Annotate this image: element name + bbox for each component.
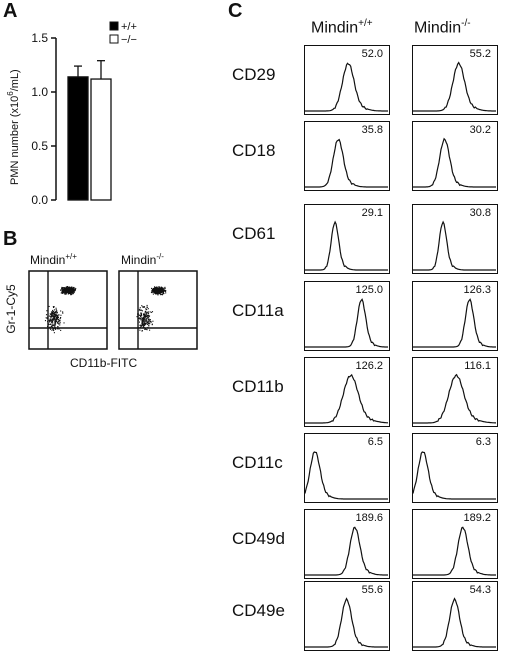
marker-label-cd49d: CD49d	[232, 529, 285, 548]
histogram-curve	[413, 61, 496, 112]
histogram-curve	[305, 62, 388, 112]
mfi-value: 55.2	[469, 48, 491, 60]
histogram-curve	[413, 298, 496, 348]
histogram-curve	[305, 373, 388, 424]
y-axis: 0.0 0.5 1.0 1.5	[31, 31, 57, 207]
marker-label-cd11a: CD11a	[232, 301, 284, 320]
marker-label-cd49e: CD49e	[232, 601, 285, 620]
mfi-value: 30.2	[469, 124, 491, 136]
histogram-cd29-ko: 55.2	[412, 45, 498, 115]
marker-label-cd61: CD61	[232, 224, 276, 243]
mfi-value: 189.6	[355, 512, 383, 524]
histogram-cd49d-wt: 189.6	[304, 509, 390, 579]
histogram-cd18-wt: 35.8	[304, 121, 390, 191]
mfi-value: 30.8	[469, 207, 491, 219]
scatter-frame	[28, 270, 108, 350]
mfi-value: 189.2	[463, 512, 491, 524]
scatter-title-ko: Mindin-/-	[121, 252, 164, 267]
scatter-plot-wt	[28, 270, 108, 350]
marker-label-cd18: CD18	[232, 141, 276, 160]
bar-chart-panel-a: PMN number (x106/mL) 0.0 0.5 1.0 1.5 +/+−/−	[6, 21, 137, 207]
legend-label: −/−	[121, 34, 137, 46]
histogram-curve	[413, 137, 496, 188]
histogram-curve	[413, 597, 496, 648]
mfi-value: 116.1	[464, 360, 491, 372]
histogram-cd49e-ko: 54.3	[412, 581, 498, 651]
mfi-value: 52.0	[361, 48, 383, 60]
legend-label: +/+	[121, 21, 137, 33]
scatter-x-label: CD11b-FITC	[70, 356, 138, 370]
scatter-frame	[118, 270, 198, 350]
panel-b-letter: B	[3, 228, 18, 250]
mfi-value: 35.8	[361, 124, 383, 136]
scatter-y-label: Gr-1-Cy5	[4, 284, 18, 334]
mfi-value: 126.3	[463, 284, 491, 296]
histogram-curve	[305, 526, 388, 576]
histogram-cd11c-ko: 6.3	[412, 433, 498, 503]
mfi-value: 6.3	[475, 436, 491, 448]
marker-label-cd11b: CD11b	[232, 377, 284, 396]
histogram-cd61-wt: 29.1	[304, 204, 390, 274]
y-tick-label: 0.0	[31, 193, 48, 207]
mfi-value: 29.1	[361, 207, 383, 219]
mfi-value: 126.2	[355, 360, 383, 372]
scatter-points	[136, 286, 167, 332]
histogram-cd11a-wt: 125.0	[304, 281, 390, 351]
histogram-curve	[305, 597, 388, 648]
y-tick-label: 1.5	[31, 31, 48, 45]
histogram-cd49d-ko: 189.2	[412, 509, 498, 579]
histogram-curve	[305, 298, 388, 348]
histogram-curve	[305, 138, 388, 188]
marker-label-cd29: CD29	[232, 65, 276, 84]
mfi-value: 55.6	[361, 584, 383, 596]
histogram-curve	[413, 220, 496, 271]
panel-c-letter: C	[228, 0, 243, 22]
y-axis-label: PMN number (x106/mL)	[6, 69, 21, 185]
legend-swatch	[109, 34, 119, 44]
histogram-cd11a-ko: 126.3	[412, 281, 498, 351]
histogram-cd11b-wt: 126.2	[304, 357, 390, 427]
marker-label-cd11c: CD11c	[232, 453, 283, 472]
panel-a-letter: A	[3, 0, 18, 22]
histogram-cd18-ko: 30.2	[412, 121, 498, 191]
legend-swatch	[109, 21, 119, 31]
column-header-wt: Mindin+/+	[311, 18, 373, 37]
y-tick-label: 1.0	[31, 85, 48, 99]
histogram-cd11c-wt: 6.5	[304, 433, 390, 503]
histogram-cd29-wt: 52.0	[304, 45, 390, 115]
histogram-cd49e-wt: 55.6	[304, 581, 390, 651]
column-header-ko: Mindin-/-	[414, 18, 471, 37]
histogram-cd11b-ko: 116.1	[412, 357, 498, 427]
scatter-plot-ko	[118, 270, 198, 350]
histogram-curve	[413, 373, 496, 424]
legend: +/+−/−	[109, 21, 137, 46]
bar-ko	[90, 78, 112, 201]
bars	[67, 60, 112, 201]
bar-wt	[67, 76, 89, 201]
histogram-curve	[413, 451, 496, 500]
scatter-title-wt: Mindin+/+	[30, 252, 77, 267]
y-tick-label: 0.5	[31, 139, 48, 153]
mfi-value: 6.5	[367, 436, 383, 448]
mfi-value: 54.3	[469, 584, 491, 596]
histogram-cd61-ko: 30.8	[412, 204, 498, 274]
mfi-value: 125.0	[355, 284, 383, 296]
histogram-curve	[305, 451, 388, 500]
histogram-curve	[413, 526, 496, 576]
histogram-curve	[305, 220, 388, 271]
